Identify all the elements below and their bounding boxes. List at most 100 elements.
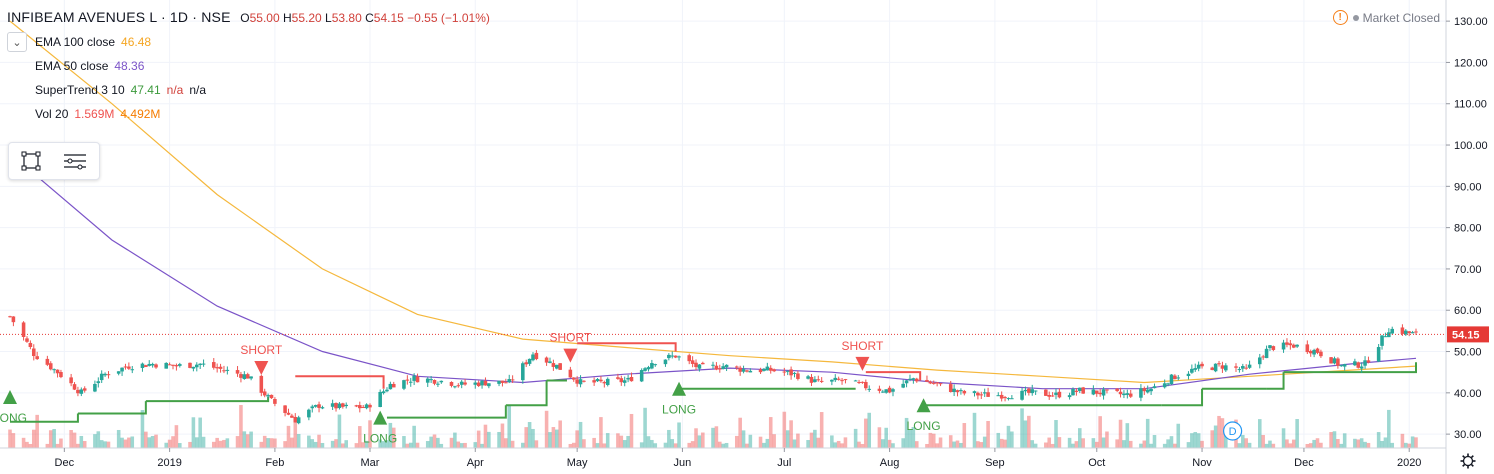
candle-body [1329, 357, 1333, 364]
legend-row-ema100[interactable]: ⌄ EMA 100 close 46.48 [7, 30, 206, 54]
candle-body [643, 368, 647, 371]
chevron-down-icon[interactable]: ⌄ [7, 32, 27, 52]
volume-bar [120, 437, 124, 448]
volume-bar [1387, 409, 1391, 448]
volume-bar [1094, 441, 1099, 448]
candle-body [391, 383, 396, 388]
volume-bar [1139, 443, 1143, 448]
candle-body [415, 376, 420, 383]
volume-bar [388, 422, 393, 448]
warning-icon[interactable]: ! [1332, 10, 1348, 25]
lines-menu-icon[interactable] [53, 143, 97, 179]
volume-bar [619, 435, 624, 448]
volume-bar [1044, 442, 1048, 448]
candle-body [785, 370, 790, 372]
volume-bar [979, 442, 984, 448]
candle-body [1271, 346, 1276, 350]
legend-row-volume[interactable]: Vol 20 1.569M 4.492M [7, 102, 206, 126]
market-status[interactable]: ! Market Closed [1332, 10, 1440, 25]
candle-body [721, 366, 725, 369]
volume-bar [31, 429, 36, 448]
candle-body [235, 370, 240, 374]
volume-bar [453, 432, 457, 448]
candle-body [999, 394, 1004, 399]
candle-body [1006, 398, 1011, 400]
candle-body [1336, 358, 1340, 366]
candle-body [456, 385, 461, 387]
legend-row-ema50[interactable]: EMA 50 close 48.36 [7, 54, 206, 78]
candle-body [449, 381, 454, 386]
volume-bar [1047, 437, 1052, 448]
candle-body [568, 369, 573, 378]
symbol-title[interactable]: INFIBEAM AVENUES L · 1D · NSE [7, 9, 231, 25]
candle-body [765, 366, 770, 371]
candle-body [1281, 342, 1286, 350]
y-tick-label: 30.00 [1454, 429, 1482, 441]
candle-body [1400, 327, 1405, 334]
x-tick-label: Sep [985, 457, 1005, 469]
volume-bar [864, 418, 868, 448]
volume-bar [1145, 418, 1150, 448]
volume-bar [235, 436, 240, 448]
volume-bar [1244, 438, 1248, 448]
candle-body [147, 363, 152, 366]
candle-body [283, 405, 287, 413]
volume-bar [830, 435, 834, 448]
candle-body [1291, 344, 1296, 348]
candle-body [408, 381, 413, 383]
volume-bar [69, 430, 73, 448]
candle-body [191, 366, 196, 369]
candle-body [1081, 387, 1085, 394]
candle-body [935, 382, 939, 384]
chart-header: INFIBEAM AVENUES L · 1D · NSE O55.00 H55… [7, 9, 490, 25]
candle-body [116, 371, 121, 374]
volume-bar [911, 426, 916, 448]
low-value: 53.80 [331, 11, 362, 25]
candle-body [1220, 365, 1225, 369]
candle-body [354, 405, 359, 407]
volume-bar [123, 439, 128, 448]
volume-bar [582, 439, 586, 448]
candle-body [8, 316, 12, 318]
volume-bar [242, 431, 247, 448]
volume-bar [1288, 443, 1293, 448]
candle-body [673, 355, 678, 358]
volume-bar [853, 428, 858, 448]
volume-bar [483, 424, 488, 448]
volume-bar [449, 437, 454, 448]
rectangle-tool-icon[interactable] [9, 143, 53, 179]
volume-bar [1213, 425, 1218, 448]
volume-bar [1366, 442, 1371, 448]
candle-body [313, 405, 318, 407]
volume-bar [266, 438, 270, 448]
candle-body [55, 369, 60, 374]
gear-icon[interactable] [1460, 453, 1476, 469]
candle-body [1023, 389, 1028, 392]
volume-bar [558, 420, 562, 448]
candle-body [1030, 389, 1035, 394]
volume-bar [840, 443, 844, 448]
candle-body [82, 388, 87, 391]
candle-body [1067, 395, 1072, 398]
candle-body [1169, 374, 1174, 385]
volume-bar [762, 442, 766, 448]
ema50-line [9, 152, 1417, 390]
volume-bar [368, 420, 372, 448]
candle-body [1366, 360, 1371, 363]
volume-bar [459, 443, 464, 448]
drawing-toolbox [8, 142, 100, 180]
volume-bar [429, 436, 433, 448]
volume-bar [568, 443, 573, 448]
volume-bar [1125, 423, 1130, 448]
legend-row-supertrend[interactable]: SuperTrend 3 10 47.41 n/a n/a [7, 78, 206, 102]
candle-body [1241, 366, 1245, 369]
volume-bar [653, 443, 658, 448]
volume-bar [106, 441, 111, 448]
supertrend-segment [577, 342, 677, 352]
volume-bar [1247, 442, 1252, 448]
candle-body [884, 389, 888, 393]
candle-body [106, 374, 111, 376]
candle-body [701, 362, 705, 365]
candle-body [1332, 358, 1337, 364]
